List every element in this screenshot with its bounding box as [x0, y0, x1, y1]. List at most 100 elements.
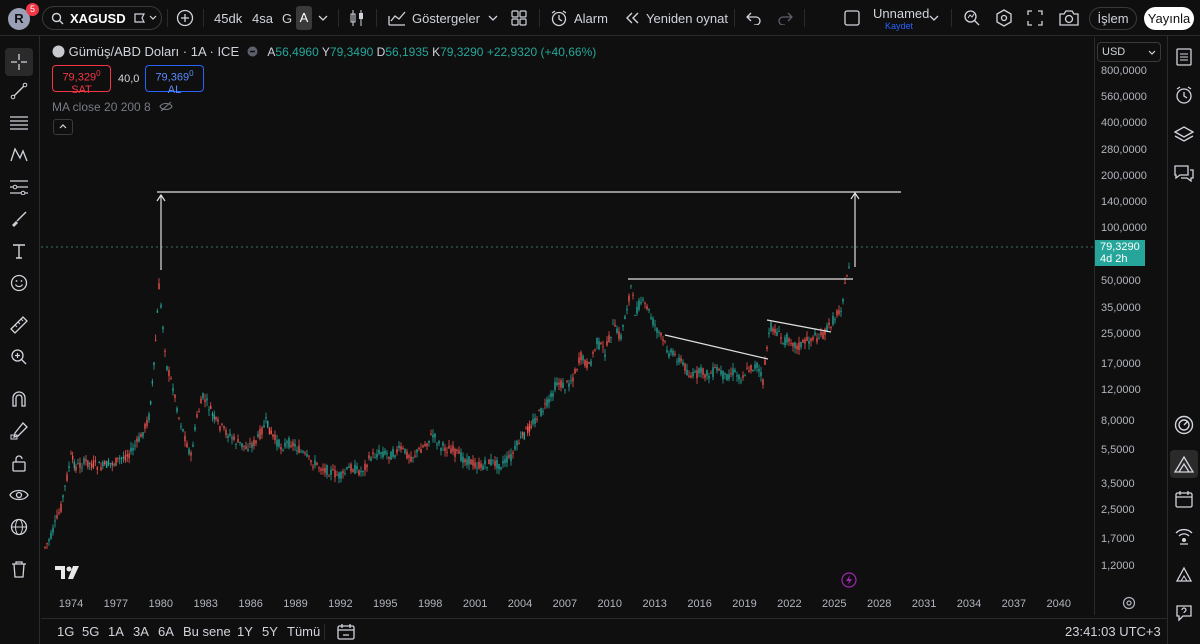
undo-icon[interactable] [746, 0, 762, 36]
lock-icon[interactable] [8, 452, 30, 474]
interval-month[interactable]: A [296, 6, 312, 30]
emoji-icon[interactable] [8, 272, 30, 294]
candle-body [802, 339, 804, 343]
candle-body [94, 460, 97, 462]
indicators-dropdown-icon[interactable] [488, 0, 498, 36]
candle-body [552, 393, 554, 397]
brush-icon[interactable] [8, 208, 30, 230]
magnet-icon[interactable] [8, 388, 30, 410]
range-1m[interactable]: 1A [108, 624, 124, 639]
candle-body [312, 466, 314, 468]
fullscreen-icon[interactable] [1027, 0, 1043, 36]
settings-icon[interactable] [995, 0, 1013, 36]
candle-body [92, 460, 95, 468]
range-5y[interactable]: 5Y [262, 624, 278, 639]
breakout-trend-line[interactable] [766, 319, 832, 333]
camera-icon[interactable] [1059, 0, 1079, 36]
date-range-icon[interactable] [337, 623, 355, 644]
layout-grid-icon[interactable] [511, 0, 527, 36]
downtrend-line[interactable] [664, 334, 769, 360]
buy-button[interactable]: 79,3690 AL [145, 65, 204, 96]
candle-body [688, 375, 690, 377]
hidden-eye-icon[interactable] [159, 101, 173, 112]
publish-button[interactable]: Yayınla [1144, 7, 1194, 30]
layout-name[interactable]: Unnamed [873, 6, 930, 21]
candle-body [172, 388, 174, 392]
alarm-button[interactable]: Alarm [550, 0, 608, 36]
text-icon[interactable] [8, 240, 30, 262]
tiles-icon[interactable] [1173, 564, 1195, 586]
range-1d[interactable]: 1G [57, 624, 75, 639]
crosshair-icon[interactable] [5, 48, 33, 76]
quick-search-icon[interactable] [963, 0, 981, 36]
lock-draw-icon[interactable] [8, 420, 30, 442]
zoom-icon[interactable] [8, 346, 30, 368]
candle-body [606, 341, 608, 346]
calendar-icon[interactable] [1173, 488, 1195, 510]
fib-icon[interactable] [8, 176, 30, 198]
layers-icon[interactable] [1173, 124, 1195, 146]
replay-button[interactable]: Yeniden oynat [624, 0, 728, 36]
candle-body [221, 423, 223, 425]
trade-button[interactable]: İşlem [1089, 7, 1137, 30]
help-icon[interactable] [1173, 602, 1195, 624]
interval-4h[interactable]: 4sa [252, 10, 273, 26]
horizontal-lines-icon[interactable] [8, 112, 30, 134]
interval-day[interactable]: G [282, 10, 293, 26]
price-axis[interactable]: 800,0000 560,0000 400,0000 280,0000 200,0000… [1094, 37, 1166, 615]
globe-icon[interactable] [8, 516, 30, 538]
symbol-search[interactable]: XAGUSD [42, 6, 162, 30]
candle-body [648, 308, 650, 311]
range-all[interactable]: Tümü [287, 624, 321, 639]
redo-icon[interactable] [777, 0, 793, 36]
candle-body [632, 294, 634, 296]
range-5d[interactable]: 5G [82, 624, 100, 639]
chat-icon[interactable] [1173, 162, 1195, 184]
collapse-legend-button[interactable] [53, 119, 73, 135]
watchlist-icon[interactable] [1173, 46, 1195, 68]
candle-body [229, 433, 231, 436]
candle-body [320, 469, 322, 471]
sell-button[interactable]: 79,3290 SAT [52, 65, 111, 96]
candle-body [160, 304, 162, 308]
candle-body [772, 328, 774, 332]
candle-body [239, 441, 241, 443]
separator [338, 9, 339, 27]
ideas-icon[interactable] [1170, 450, 1198, 478]
candle-body [255, 440, 257, 444]
interval-45m[interactable]: 45dk [214, 10, 243, 26]
candles-type-icon[interactable] [349, 0, 365, 36]
pattern-icon[interactable] [8, 144, 30, 166]
trash-icon[interactable] [8, 558, 30, 580]
alerts-icon[interactable] [1173, 84, 1195, 106]
symbol-options-icon[interactable] [133, 0, 157, 36]
range-ytd[interactable]: Bu sene [183, 624, 231, 639]
lightning-icon[interactable] [841, 572, 857, 591]
currency-select[interactable]: USD [1097, 42, 1161, 62]
range-6m[interactable]: 6A [158, 624, 174, 639]
range-3m[interactable]: 3A [133, 624, 149, 639]
layout-dropdown-icon[interactable] [929, 0, 939, 36]
eye-icon[interactable] [8, 484, 30, 506]
candle-body [576, 368, 578, 371]
candle-body [348, 466, 350, 468]
candle-body [454, 449, 456, 457]
ruler-icon[interactable] [8, 314, 30, 336]
axis-settings-icon[interactable] [1122, 596, 1136, 613]
broadcast-icon[interactable] [1173, 526, 1195, 548]
range-1y[interactable]: 1Y [237, 624, 253, 639]
trend-line-icon[interactable] [8, 80, 30, 102]
layout-checkbox-icon[interactable] [844, 0, 860, 36]
ma-indicator-legend[interactable]: MA close 20 200 8 [52, 100, 173, 114]
legend-title[interactable]: Gümüş/ABD Doları · 1A · ICE [68, 44, 240, 59]
interval-dropdown-icon[interactable] [318, 0, 328, 36]
compass-icon[interactable] [1173, 414, 1195, 436]
user-avatar[interactable]: R [8, 8, 30, 30]
clock[interactable]: 23:41:03 UTC+3 [1065, 624, 1161, 639]
indicators-button[interactable]: Göstergeler [388, 0, 480, 36]
price-chart[interactable] [41, 37, 1094, 615]
chart-pane[interactable] [41, 37, 1094, 615]
add-symbol-button[interactable] [176, 0, 194, 36]
candle-body [394, 455, 396, 458]
tradingview-logo[interactable] [55, 565, 81, 583]
